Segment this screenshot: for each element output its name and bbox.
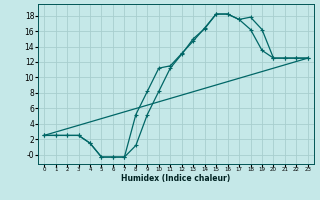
X-axis label: Humidex (Indice chaleur): Humidex (Indice chaleur) bbox=[121, 174, 231, 183]
